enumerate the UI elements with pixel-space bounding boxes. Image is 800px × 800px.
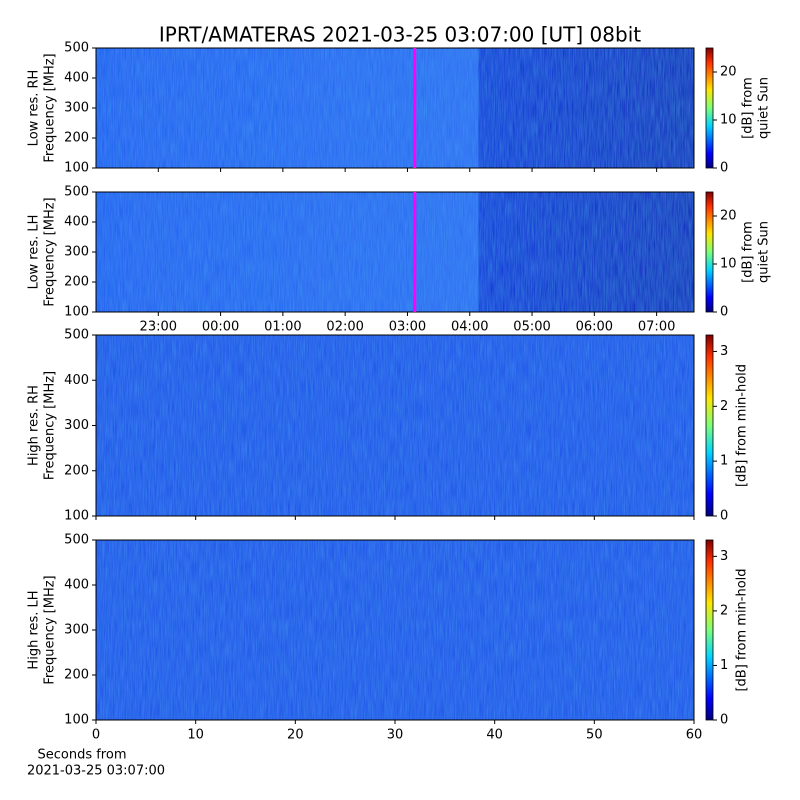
colorbar-tick-label: 2: [720, 603, 728, 618]
colorbar-tick-label: 3: [720, 549, 728, 564]
y-tick-label: 100: [64, 161, 89, 176]
y-axis-label: High res. RH: [27, 385, 42, 466]
y-tick-label: 200: [64, 275, 89, 290]
colorbar-tick-label: 0: [720, 161, 728, 176]
y-tick-label: 500: [64, 328, 89, 343]
colorbar-tick-label: 1: [720, 454, 728, 469]
x-tick-label: 07:00: [638, 320, 675, 335]
spectrogram: [96, 192, 694, 312]
colorbar-label: quiet Sun: [757, 77, 772, 139]
x-tick-label: 30: [387, 728, 404, 743]
y-tick-label: 300: [64, 245, 89, 260]
colorbar-tick-label: 20: [720, 65, 737, 80]
y-tick-label: 100: [64, 305, 89, 320]
y-tick-label: 400: [64, 373, 89, 388]
y-tick-label: 200: [64, 131, 89, 146]
x-tick-label: 60: [686, 728, 703, 743]
y-tick-label: 300: [64, 418, 89, 433]
y-axis-label: Frequency [MHz]: [43, 53, 58, 162]
y-tick-label: 300: [64, 623, 89, 638]
y-tick-label: 400: [64, 71, 89, 86]
y-tick-label: 500: [64, 533, 89, 548]
spectrogram: [96, 540, 694, 720]
y-axis-label: Low res. LH: [27, 215, 42, 290]
y-axis-label: Frequency [MHz]: [43, 371, 58, 480]
y-axis-label: Frequency [MHz]: [43, 197, 58, 306]
spectrogram: [96, 335, 694, 516]
y-tick-label: 100: [64, 713, 89, 728]
y-tick-label: 300: [64, 101, 89, 116]
y-axis-label: Low res. RH: [27, 70, 42, 147]
x-tick-label: 40: [486, 728, 503, 743]
colorbar-tick-label: 2: [720, 399, 728, 414]
chart-title: IPRT/AMATERAS 2021-03-25 03:07:00 [UT] 0…: [159, 23, 641, 47]
x-tick-label: 00:00: [202, 320, 239, 335]
x-tick-label: 04:00: [451, 320, 488, 335]
colorbar-label: quiet Sun: [757, 221, 772, 283]
colorbar-label: [dB] from: [741, 77, 756, 139]
colorbar: [705, 47, 714, 169]
colorbar-label: [dB] from min-hold: [735, 568, 750, 691]
x-axis-label: 2021-03-25 03:07:00: [27, 764, 165, 779]
colorbar-tick-label: 20: [720, 209, 737, 224]
colorbar-label: [dB] from min-hold: [735, 364, 750, 487]
x-tick-label: 20: [287, 728, 304, 743]
x-tick-label: 50: [586, 728, 603, 743]
y-tick-label: 400: [64, 578, 89, 593]
y-tick-label: 400: [64, 215, 89, 230]
y-tick-label: 500: [64, 185, 89, 200]
colorbar-tick-label: 3: [720, 344, 728, 359]
x-tick-label: 23:00: [140, 320, 177, 335]
x-tick-label: 02:00: [326, 320, 363, 335]
x-tick-label: 10: [187, 728, 204, 743]
colorbar-tick-label: 10: [720, 257, 737, 272]
x-axis-label: Seconds from: [37, 748, 126, 763]
y-tick-label: 100: [64, 509, 89, 524]
colorbar-tick-label: 0: [720, 305, 728, 320]
colorbar-label: [dB] from: [741, 221, 756, 283]
x-tick-label: 05:00: [513, 320, 550, 335]
y-tick-label: 200: [64, 668, 89, 683]
y-tick-label: 200: [64, 463, 89, 478]
colorbar: [705, 334, 714, 517]
colorbar-tick-label: 1: [720, 658, 728, 673]
colorbar-tick-label: 0: [720, 713, 728, 728]
x-tick-label: 06:00: [576, 320, 613, 335]
colorbar-tick-label: 10: [720, 113, 737, 128]
colorbar-tick-label: 0: [720, 509, 728, 524]
y-axis-label: High res. LH: [27, 590, 42, 669]
y-tick-label: 500: [64, 41, 89, 56]
x-tick-label: 0: [92, 728, 100, 743]
spectrogram: [96, 48, 694, 168]
y-axis-label: Frequency [MHz]: [43, 575, 58, 684]
colorbar: [705, 539, 714, 721]
x-tick-label: 01:00: [264, 320, 301, 335]
colorbar: [705, 191, 714, 313]
x-tick-label: 03:00: [389, 320, 426, 335]
